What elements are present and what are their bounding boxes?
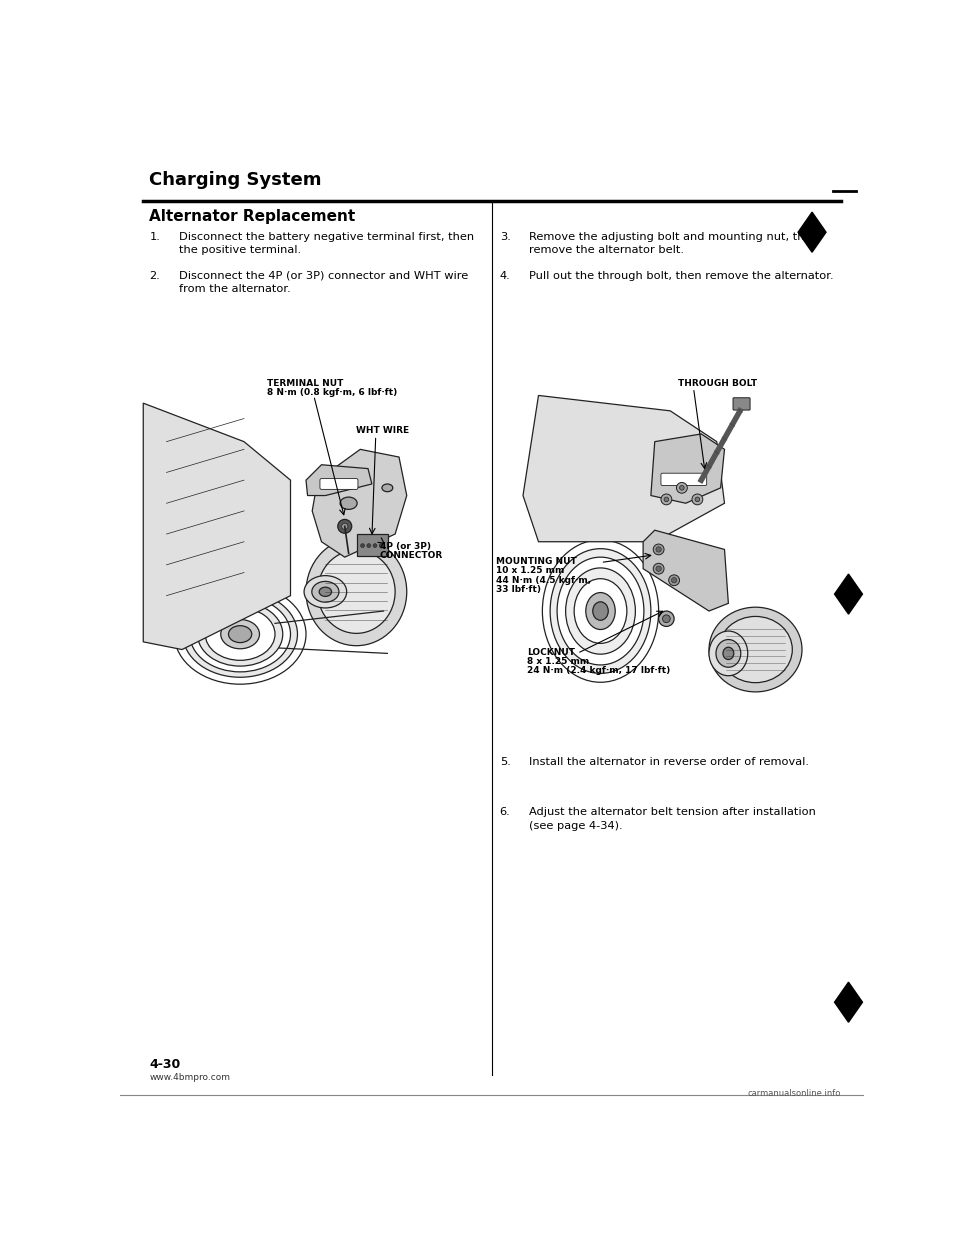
Circle shape <box>367 544 371 548</box>
Text: Charging System: Charging System <box>150 170 322 189</box>
Text: 10 x 1.25 mm: 10 x 1.25 mm <box>496 566 564 575</box>
Ellipse shape <box>723 647 733 660</box>
Polygon shape <box>306 465 372 496</box>
Ellipse shape <box>382 484 393 492</box>
Text: 1.: 1. <box>150 232 160 242</box>
Text: Disconnect the 4P (or 3P) connector and WHT wire
from the alternator.: Disconnect the 4P (or 3P) connector and … <box>179 271 468 294</box>
FancyBboxPatch shape <box>660 473 707 486</box>
Ellipse shape <box>709 607 802 692</box>
Circle shape <box>695 497 700 502</box>
Circle shape <box>338 519 351 533</box>
Polygon shape <box>651 433 725 503</box>
Text: Remove the adjusting bolt and mounting nut, then
remove the alternator belt.: Remove the adjusting bolt and mounting n… <box>529 232 819 256</box>
Text: LOCKNUT: LOCKNUT <box>527 648 575 657</box>
Ellipse shape <box>586 592 615 630</box>
Circle shape <box>677 482 687 493</box>
Text: www.4bmpro.com: www.4bmpro.com <box>150 1073 230 1082</box>
Circle shape <box>653 564 664 574</box>
Circle shape <box>664 497 669 502</box>
FancyBboxPatch shape <box>733 397 750 410</box>
Text: 24 N·m (2.4 kgf·m, 17 lbf·ft): 24 N·m (2.4 kgf·m, 17 lbf·ft) <box>527 667 670 676</box>
Circle shape <box>373 544 377 548</box>
Polygon shape <box>523 395 725 542</box>
Circle shape <box>342 523 348 529</box>
Ellipse shape <box>592 602 609 620</box>
Text: Disconnect the battery negative terminal first, then
the positive terminal.: Disconnect the battery negative terminal… <box>179 232 474 256</box>
Text: CONNECTOR: CONNECTOR <box>379 551 443 560</box>
Ellipse shape <box>709 631 748 676</box>
Text: 6.: 6. <box>500 807 511 817</box>
FancyBboxPatch shape <box>320 478 358 489</box>
Polygon shape <box>834 982 862 1022</box>
Text: WHT WIRE: WHT WIRE <box>356 426 410 435</box>
Text: 33 lbf·ft): 33 lbf·ft) <box>496 585 540 594</box>
Ellipse shape <box>306 538 407 646</box>
Circle shape <box>656 566 661 571</box>
Ellipse shape <box>542 540 659 682</box>
Circle shape <box>671 578 677 582</box>
Circle shape <box>680 486 684 491</box>
Ellipse shape <box>175 584 306 684</box>
Text: 5.: 5. <box>500 758 511 768</box>
Circle shape <box>656 546 661 553</box>
Ellipse shape <box>228 626 252 642</box>
Text: MOUNTING NUT: MOUNTING NUT <box>496 558 577 566</box>
Ellipse shape <box>319 587 331 596</box>
Text: carmanualsonline.info: carmanualsonline.info <box>748 1089 841 1098</box>
Circle shape <box>660 494 672 504</box>
Text: Adjust the alternator belt tension after installation
(see page 4-34).: Adjust the alternator belt tension after… <box>529 807 816 831</box>
Text: Pull out the through bolt, then remove the alternator.: Pull out the through bolt, then remove t… <box>529 271 834 281</box>
Ellipse shape <box>719 616 792 683</box>
Text: 4-30: 4-30 <box>150 1058 180 1072</box>
Polygon shape <box>312 450 407 558</box>
Ellipse shape <box>550 549 651 673</box>
Text: TERMINAL NUT: TERMINAL NUT <box>267 379 344 388</box>
Text: 4P (or 3P): 4P (or 3P) <box>379 542 431 550</box>
Text: 3.: 3. <box>500 232 511 242</box>
Text: 8 N·m (0.8 kgf·m, 6 lbf·ft): 8 N·m (0.8 kgf·m, 6 lbf·ft) <box>267 388 397 396</box>
Ellipse shape <box>340 497 357 509</box>
Ellipse shape <box>198 602 283 666</box>
Circle shape <box>669 575 680 586</box>
Text: THROUGH BOLT: THROUGH BOLT <box>678 379 757 388</box>
Polygon shape <box>798 212 826 252</box>
Ellipse shape <box>565 568 636 655</box>
Polygon shape <box>834 574 862 614</box>
Circle shape <box>692 494 703 504</box>
Ellipse shape <box>716 640 741 667</box>
Circle shape <box>659 611 674 626</box>
Text: 8 x 1.25 mm: 8 x 1.25 mm <box>527 657 589 666</box>
Circle shape <box>653 544 664 555</box>
Circle shape <box>662 615 670 622</box>
Circle shape <box>379 544 383 548</box>
Ellipse shape <box>190 596 291 672</box>
Ellipse shape <box>574 579 627 643</box>
Ellipse shape <box>221 620 259 648</box>
Text: 44 N·m (4.5 kgf·m,: 44 N·m (4.5 kgf·m, <box>496 575 591 585</box>
Ellipse shape <box>182 591 298 677</box>
Ellipse shape <box>557 558 644 664</box>
Ellipse shape <box>304 575 347 609</box>
Polygon shape <box>643 530 729 611</box>
Text: 4.: 4. <box>500 271 511 281</box>
Text: 2.: 2. <box>150 271 160 281</box>
FancyBboxPatch shape <box>357 534 388 555</box>
Circle shape <box>361 544 365 548</box>
Ellipse shape <box>205 609 275 661</box>
Polygon shape <box>143 404 291 650</box>
Ellipse shape <box>312 581 339 602</box>
Ellipse shape <box>318 550 396 633</box>
Text: Alternator Replacement: Alternator Replacement <box>150 209 356 224</box>
Text: Install the alternator in reverse order of removal.: Install the alternator in reverse order … <box>529 758 809 768</box>
